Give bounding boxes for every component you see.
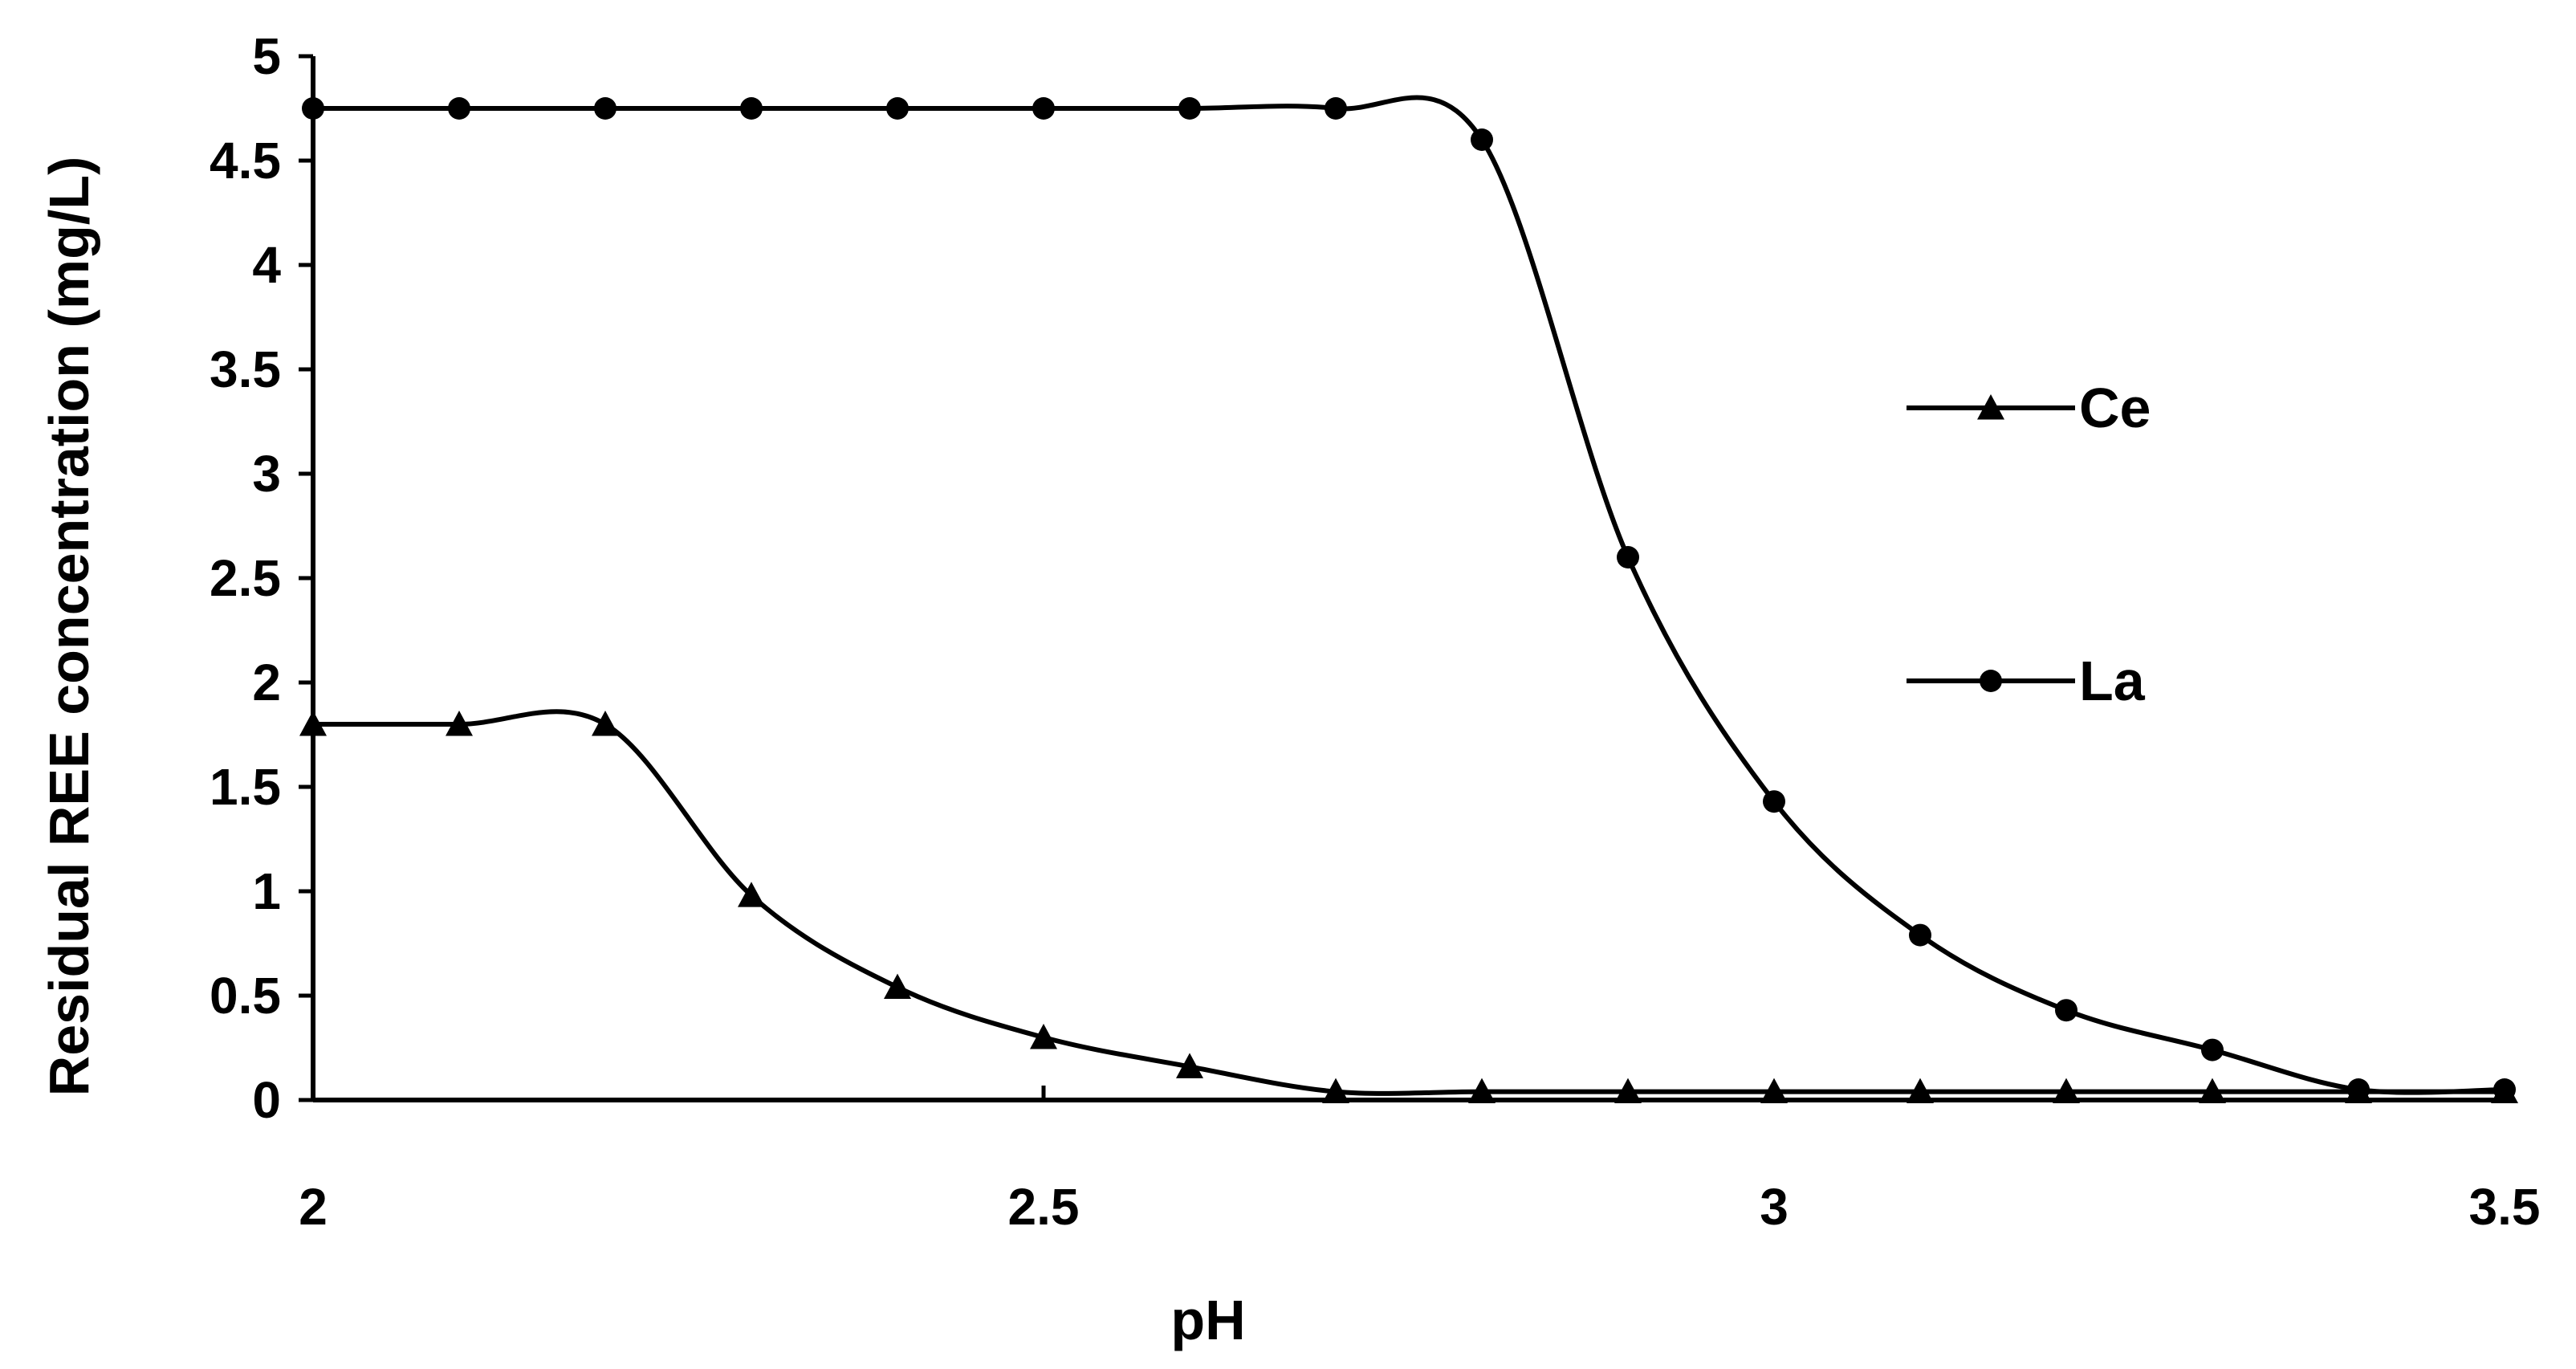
y-tick-label: 0.5 <box>210 967 281 1025</box>
legend-item-la: La <box>1907 650 2146 712</box>
series-ce-point <box>2053 1078 2080 1104</box>
series-la-point <box>302 97 324 120</box>
x-tick-label: 2.5 <box>1008 1178 1080 1236</box>
series-ce-point <box>1176 1053 1203 1078</box>
y-tick-label: 3 <box>252 445 281 503</box>
legend: Ce La <box>1907 377 2151 712</box>
x-tick-label: 3.5 <box>2469 1178 2541 1236</box>
series-ce-line <box>312 709 2505 1096</box>
series-la-point <box>1909 923 1931 947</box>
legend-label: La <box>2079 650 2146 712</box>
x-ticks: 2 2.5 3 3.5 <box>299 1086 2540 1236</box>
axes <box>311 56 2505 1102</box>
y-tick-label: 4.5 <box>210 132 281 189</box>
y-axis-title: Residual REE concentration (mg/L) <box>38 157 100 1097</box>
y-tick-label: 4 <box>252 236 281 294</box>
series-ce-point <box>2199 1078 2226 1104</box>
x-tick-label: 3 <box>1760 1178 1789 1236</box>
legend-label: Ce <box>2079 377 2151 439</box>
x-axis-title: pH <box>1170 1289 1245 1351</box>
series-ce-point <box>592 711 619 736</box>
series-la-point <box>1763 790 1785 813</box>
series-la-line <box>313 95 2505 1095</box>
series-ce-point <box>1614 1078 1642 1104</box>
y-tick-label: 2 <box>252 654 281 711</box>
y-tick-label: 0 <box>252 1071 281 1129</box>
series-ce-point <box>738 882 765 907</box>
series-ce-point <box>1760 1078 1788 1104</box>
series-ce-point <box>446 711 473 736</box>
series-la-point <box>740 97 763 120</box>
series-ce <box>299 709 2518 1104</box>
series-la-point <box>1471 128 1493 151</box>
series-la-point <box>2493 1078 2516 1101</box>
series-la-point <box>594 97 617 120</box>
y-ticks: 0 0.5 1 1.5 2 2.5 3 3.5 4 4.5 5 <box>210 27 313 1129</box>
series-la-point <box>2201 1038 2224 1061</box>
series-la-point <box>1032 97 1055 120</box>
series-la <box>302 95 2516 1101</box>
y-tick-label: 2.5 <box>210 549 281 607</box>
series-la-point <box>1178 97 1201 120</box>
y-tick-label: 1 <box>252 862 281 920</box>
series-ce-point <box>299 711 327 736</box>
legend-marker <box>1980 670 2002 692</box>
series-la-point <box>2055 999 2077 1022</box>
series-la-point <box>1617 546 1639 568</box>
series-la-point <box>2347 1078 2370 1101</box>
series-ce-point <box>1907 1078 1934 1104</box>
x-tick-label: 2 <box>299 1178 328 1236</box>
series-ce-point <box>1030 1024 1057 1049</box>
series-layer <box>299 95 2518 1104</box>
series-la-point <box>886 97 909 120</box>
series-ce-point <box>884 973 911 1000</box>
series-ce-point <box>1468 1078 1496 1104</box>
series-la-point <box>1325 97 1347 120</box>
y-tick-label: 3.5 <box>210 340 281 398</box>
y-tick-label: 5 <box>252 27 281 85</box>
series-ce-point <box>1322 1078 1349 1104</box>
legend-item-ce: Ce <box>1907 377 2151 439</box>
legend-marker <box>1977 394 2004 420</box>
y-tick-label: 1.5 <box>210 758 281 816</box>
series-la-point <box>448 97 470 120</box>
